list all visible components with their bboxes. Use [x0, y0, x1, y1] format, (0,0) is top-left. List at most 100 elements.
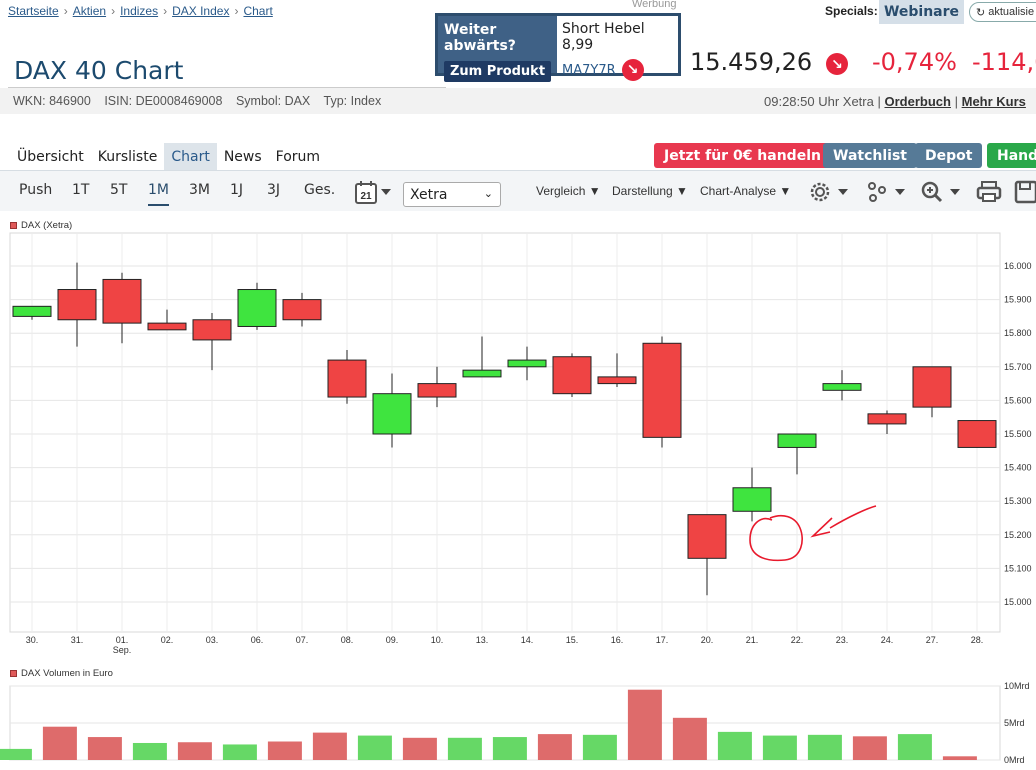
x-tick-label: 27. — [926, 635, 939, 645]
range-1m[interactable]: 1M — [148, 182, 169, 206]
breadcrumb-chevron-icon: › — [111, 4, 116, 18]
volume-bar — [0, 748, 32, 760]
calendar-icon[interactable]: 21 — [355, 180, 395, 211]
breadcrumb-dax-index[interactable]: DAX Index — [172, 4, 230, 18]
print-icon[interactable] — [976, 180, 1002, 209]
candle-body — [597, 376, 637, 385]
hand-drawn-annotation — [749, 505, 877, 562]
exchange-select[interactable]: Xetra ⌄ — [403, 182, 501, 207]
volume-bar — [402, 737, 437, 760]
range-5t[interactable]: 5T — [110, 182, 128, 198]
volume-bar — [627, 689, 662, 760]
tab-forum[interactable]: Forum — [275, 149, 321, 165]
candle-body — [102, 278, 142, 324]
volume-bar — [132, 742, 167, 760]
range-1j[interactable]: 1J — [230, 182, 244, 198]
volume-bar — [672, 717, 707, 760]
candle-body — [732, 487, 772, 512]
meta-bar — [0, 88, 1036, 114]
ad-banner[interactable]: Weiter abwärts? Zum Produkt Short Hebel … — [435, 13, 681, 82]
candle-body — [867, 413, 907, 425]
vergleich-label: Vergleich — [536, 184, 586, 198]
caret-down-icon: ▼ — [779, 184, 792, 198]
range-ges[interactable]: Ges. — [304, 182, 336, 198]
candle-body — [282, 299, 322, 321]
tab-news[interactable]: News — [223, 149, 262, 165]
volume-bar — [267, 741, 302, 760]
volume-y-tick-label: 5Mrd — [1004, 718, 1025, 728]
caret-down-icon: ▼ — [588, 184, 601, 198]
volume-bar — [177, 742, 212, 760]
candle-body — [507, 359, 547, 368]
volume-bar — [492, 737, 527, 760]
orderbuch-link[interactable]: Orderbuch — [884, 94, 951, 109]
volume-bar — [87, 737, 122, 760]
calendar-day: 21 — [360, 191, 372, 202]
refresh-button[interactable]: ↻ aktualisie — [969, 2, 1036, 22]
ad-right-panel: Short Hebel 8,99 MA7Y7R ↘ — [557, 16, 678, 81]
volume-bar — [717, 731, 752, 760]
x-tick-label: 02. — [161, 635, 174, 645]
candle-body — [12, 305, 52, 317]
meta-separator: | — [954, 94, 958, 109]
chevron-down-icon: ⌄ — [483, 187, 493, 200]
breadcrumb-chart[interactable]: Chart — [243, 4, 273, 18]
breadcrumb-startseite[interactable]: Startseite — [8, 4, 59, 18]
tab-chart[interactable]: Chart — [164, 143, 217, 171]
tab-kursliste[interactable]: Kursliste — [97, 149, 158, 165]
breadcrumb-chevron-icon: › — [163, 4, 168, 18]
x-tick-label: 21. — [746, 635, 759, 645]
x-tick-label: 15. — [566, 635, 579, 645]
handeln-button[interactable]: Hande — [987, 143, 1036, 168]
candle-body — [237, 289, 277, 327]
candle-body — [822, 383, 862, 391]
tab-uebersicht[interactable]: Übersicht — [17, 149, 84, 165]
candle-body — [327, 359, 367, 398]
tabs-divider — [0, 170, 1036, 171]
ad-product-button[interactable]: Zum Produkt — [444, 61, 552, 82]
quote-price: 15.459,26 — [690, 48, 813, 76]
specials-label: Specials: — [825, 4, 878, 18]
volume-bar — [582, 734, 617, 760]
ad-headline: Weiter abwärts? — [444, 22, 516, 54]
ad-wkn[interactable]: MA7Y7R — [562, 62, 616, 78]
candle-body — [417, 383, 457, 398]
zoom-in-icon[interactable] — [920, 180, 962, 209]
price-chart-title: DAX (Xetra) — [21, 220, 73, 231]
range-push[interactable]: Push — [19, 182, 53, 198]
mehr-kurse-link[interactable]: Mehr Kurs — [961, 94, 1026, 109]
x-tick-label: 06. — [251, 635, 264, 645]
vergleich-dropdown[interactable]: Vergleich ▼ — [536, 184, 601, 198]
candle-body — [462, 369, 502, 378]
candle-body — [192, 319, 232, 341]
save-icon[interactable] — [1014, 180, 1036, 209]
chart-analyse-dropdown[interactable]: Chart-Analyse ▼ — [700, 184, 791, 198]
range-1t[interactable]: 1T — [72, 182, 90, 198]
indicators-icon[interactable] — [865, 180, 907, 209]
candle-body — [57, 289, 97, 321]
x-tick-label: 31. — [71, 635, 84, 645]
darstellung-dropdown[interactable]: Darstellung ▼ — [612, 184, 688, 198]
annotation-arrow — [810, 505, 877, 538]
quote-meta: 09:28:50 Uhr Xetra | Orderbuch | Mehr Ku… — [764, 94, 1026, 109]
webinare-button[interactable]: Webinare — [879, 0, 964, 24]
x-tick-label: 01. — [116, 635, 129, 645]
gear-icon[interactable] — [808, 180, 850, 209]
breadcrumb-aktien[interactable]: Aktien — [72, 4, 107, 18]
trade-button[interactable]: Jetzt für 0€ handeln — [654, 143, 831, 168]
breadcrumb-indizes[interactable]: Indizes — [120, 4, 159, 18]
quote-change-pct: -0,74% — [872, 48, 957, 76]
watchlist-button[interactable]: Watchlist — [823, 143, 917, 168]
caret-down-icon: ▼ — [676, 184, 688, 198]
candle-body — [552, 356, 592, 395]
range-3j[interactable]: 3J — [267, 182, 281, 198]
x-tick-label: 30. — [26, 635, 39, 645]
volume-bar — [222, 744, 257, 760]
ad-left-panel: Weiter abwärts? Zum Produkt — [438, 16, 558, 82]
legend-swatch — [10, 222, 17, 229]
meta-typ: Typ: Index — [323, 94, 382, 108]
depot-button[interactable]: Depot — [915, 143, 983, 168]
x-tick-label: 23. — [836, 635, 849, 645]
range-3m[interactable]: 3M — [189, 182, 210, 198]
